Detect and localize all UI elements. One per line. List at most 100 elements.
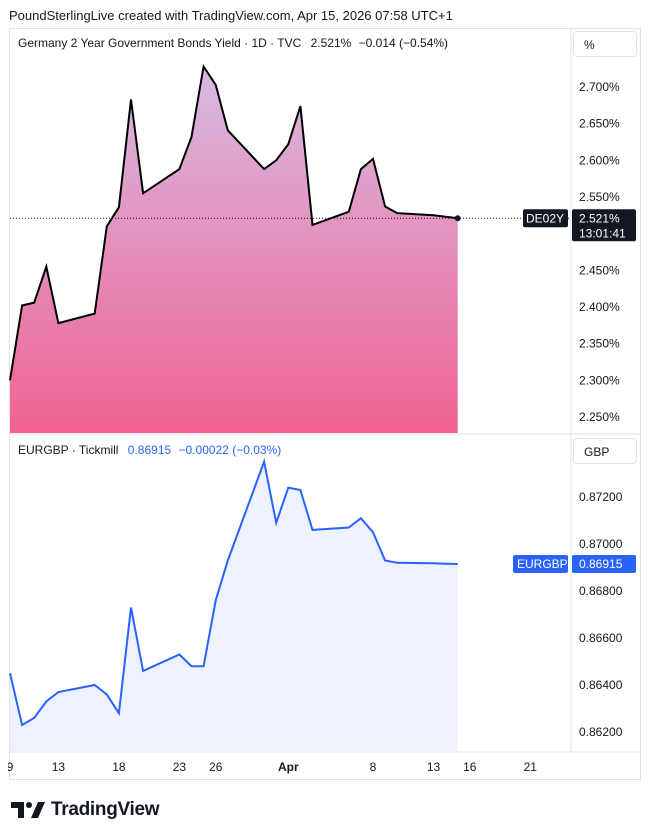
tradingview-logo[interactable]: TradingView <box>11 798 160 822</box>
de02y-point <box>21 305 23 307</box>
de02y-point <box>203 66 205 68</box>
de02y-price-tag-bg <box>572 209 636 242</box>
de02y-series-line <box>9 63 458 381</box>
time-axis-right-mask <box>570 758 640 778</box>
tradingview-logo-text: TradingView <box>51 799 160 820</box>
de02y-point <box>360 168 362 170</box>
de02y-point <box>58 322 60 324</box>
time-axis-tick-label: 13 <box>52 760 66 774</box>
de02y-area-fill <box>10 66 458 433</box>
de02y-y-tick-label: 2.650% <box>579 117 620 131</box>
eurgbp-y-tick-label: 0.86200 <box>579 725 623 739</box>
de02y-legend-last: 2.521% <box>310 36 352 50</box>
eurgbp-area-fill <box>10 461 458 751</box>
eurgbp-point <box>457 563 459 565</box>
eurgbp-point <box>300 489 302 491</box>
de02y-point <box>312 224 314 226</box>
eurgbp-point <box>130 607 132 609</box>
time-axis-tick-label: 18 <box>112 760 126 774</box>
eurgbp-point <box>384 560 386 562</box>
eurgbp-y-tick-label: 0.86400 <box>579 678 623 692</box>
de02y-y-tick-label: 2.350% <box>579 337 620 351</box>
de02y-y-tick-label: 2.600% <box>579 153 620 167</box>
de02y-point <box>33 302 35 304</box>
eurgbp-legend-title: EURGBP · Tickmill <box>18 443 119 457</box>
eurgbp-legend-last: 0.86915 <box>127 443 172 457</box>
de02y-point <box>384 206 386 208</box>
chart-frame <box>9 28 641 780</box>
de02y-legend-title: Germany 2 Year Government Bonds Yield · … <box>18 36 302 50</box>
eurgbp-point <box>106 694 108 696</box>
eurgbp-point <box>372 531 374 533</box>
de02y-point <box>191 136 193 138</box>
de02y-y-tick-label: 2.300% <box>579 373 620 387</box>
eurgbp-point <box>275 522 277 524</box>
de02y-point <box>348 211 350 213</box>
de02y-point <box>433 215 435 217</box>
eurgbp-series-line <box>9 458 458 727</box>
time-axis-tick-label: 8 <box>370 760 377 774</box>
de02y-point <box>118 206 120 208</box>
de02y-point <box>94 313 96 315</box>
tradingview-logo-icon <box>11 802 45 818</box>
time-axis-tick-label: 9 <box>7 760 14 774</box>
eurgbp-point <box>215 600 217 602</box>
time-axis-tick-label: 26 <box>209 760 223 774</box>
de02y-point <box>9 380 11 382</box>
de02y-point <box>288 143 290 145</box>
de02y-point <box>106 226 108 228</box>
eurgbp-point <box>348 527 350 529</box>
de02y-point <box>263 168 265 170</box>
eurgbp-price-tag-bg <box>572 554 636 573</box>
de02y-price-tag: 2.521% <box>579 211 620 225</box>
de02y-point <box>130 99 132 101</box>
de02y-point <box>372 158 374 160</box>
de02y-point <box>275 160 277 162</box>
de02y-point <box>179 168 181 170</box>
time-axis: 9 13 18 23 26 Apr 8 13 16 21 <box>7 760 538 774</box>
eurgbp-y-tick-label: 0.86600 <box>579 631 623 645</box>
eurgbp-point <box>33 717 35 719</box>
eurgbp-point <box>118 712 120 714</box>
de02y-point <box>46 266 48 268</box>
de02y-y-tick-label: 2.400% <box>579 300 620 314</box>
eurgbp-symbol-tag-bg <box>513 554 568 573</box>
eurgbp-legend: EURGBP · Tickmill 0.86915 −0.00022 (−0.0… <box>18 443 281 457</box>
time-axis-tick-label: 13 <box>427 760 441 774</box>
eurgbp-point <box>312 529 314 531</box>
time-axis-left-mask <box>0 758 8 778</box>
chart-attribution-header: PoundSterlingLive created with TradingVi… <box>9 8 453 23</box>
eurgbp-point <box>179 654 181 656</box>
time-axis-tick-label: 16 <box>463 760 477 774</box>
de02y-y-tick-label: 2.450% <box>579 263 620 277</box>
eurgbp-point <box>58 691 60 693</box>
eurgbp-y-tick-label: 0.86800 <box>579 584 623 598</box>
de02y-point <box>227 129 229 131</box>
eurgbp-point <box>21 724 23 726</box>
eurgbp-unit-button[interactable]: GBP <box>573 438 637 464</box>
eurgbp-point <box>227 560 229 562</box>
eurgbp-point <box>191 665 193 667</box>
eurgbp-y-tick-label: 0.87000 <box>579 537 623 551</box>
eurgbp-legend-change: −0.00022 (−0.03%) <box>178 443 282 457</box>
de02y-y-tick-label: 2.550% <box>579 190 620 204</box>
eurgbp-point <box>9 672 11 674</box>
eurgbp-point <box>142 670 144 672</box>
eurgbp-point <box>396 562 398 564</box>
eurgbp-y-tick-label: 0.87200 <box>579 490 623 504</box>
eurgbp-point <box>203 665 205 667</box>
de02y-symbol-tag: DE02Y <box>526 211 564 225</box>
eurgbp-point <box>433 562 435 564</box>
de02y-point <box>445 216 447 218</box>
eurgbp-point <box>288 487 290 489</box>
de02y-symbol-tag-bg <box>523 209 568 228</box>
eurgbp-point <box>360 517 362 519</box>
de02y-last-point <box>454 215 461 222</box>
eurgbp-point <box>46 701 48 703</box>
de02y-y-tick-label: 2.250% <box>579 410 620 424</box>
de02y-unit-button[interactable]: % <box>573 31 637 57</box>
de02y-y-tick-label: 2.700% <box>579 80 620 94</box>
eurgbp-price-tag: 0.86915 <box>579 557 623 571</box>
de02y-point <box>142 193 144 195</box>
